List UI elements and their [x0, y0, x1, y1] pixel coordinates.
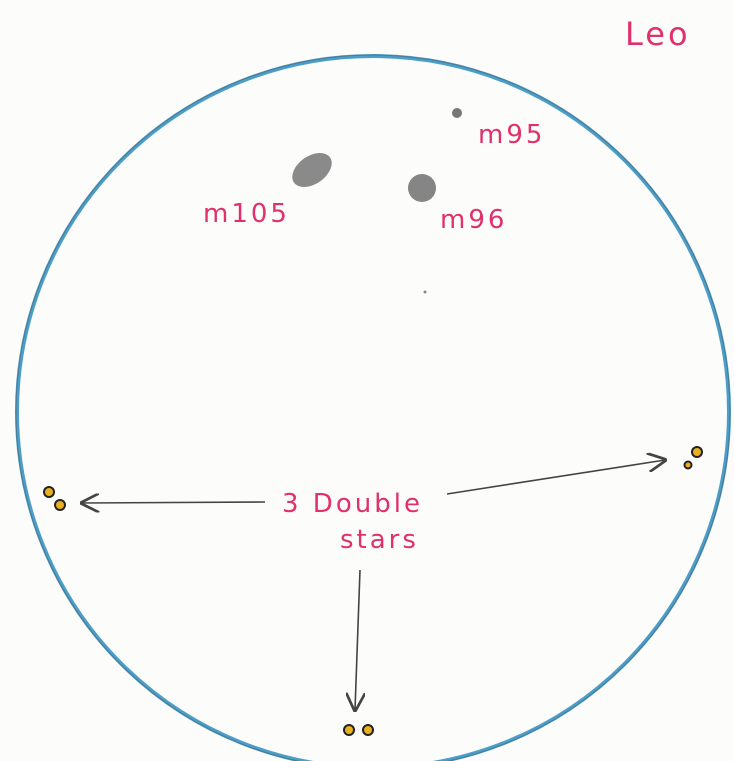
arrow — [446, 460, 665, 495]
double-star — [343, 724, 374, 736]
title: Leo — [625, 15, 691, 53]
annotation-line: 3 Double — [282, 489, 423, 519]
galaxy-m105 — [292, 152, 332, 188]
galaxy-m95 — [452, 108, 462, 118]
label-m105: m105 — [203, 199, 290, 229]
arrow — [355, 569, 360, 710]
galaxy-m96 — [408, 174, 436, 202]
double-star — [683, 446, 703, 470]
label-m95: m95 — [478, 120, 545, 150]
double-star — [43, 486, 66, 511]
label-m96: m96 — [440, 205, 507, 235]
arrow — [82, 502, 266, 503]
star — [423, 290, 427, 294]
field-of-view — [15, 54, 731, 761]
annotation-line: stars — [340, 525, 419, 555]
field-outline — [15, 54, 731, 761]
